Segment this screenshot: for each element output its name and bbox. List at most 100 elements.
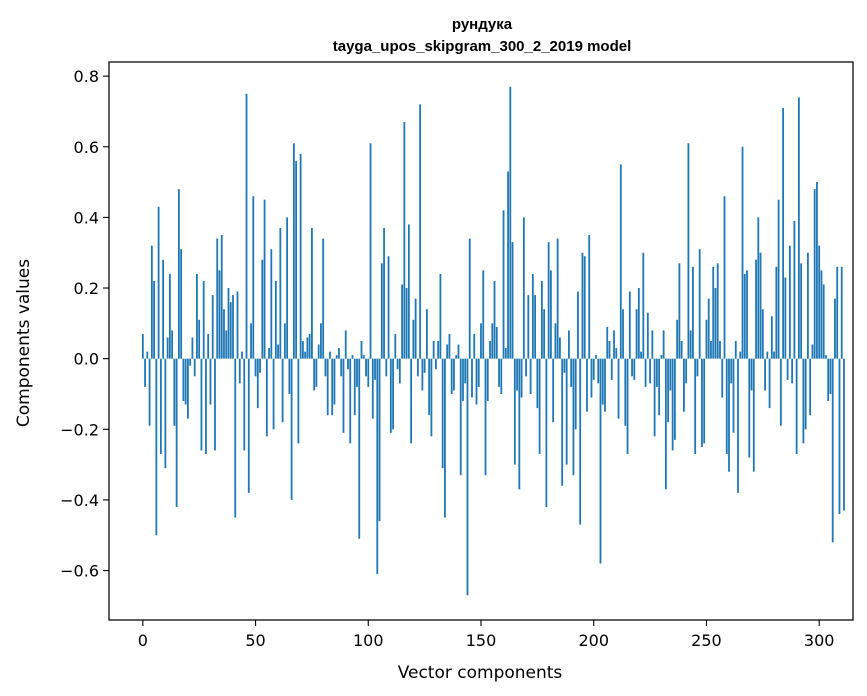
x-tick-label: 100 [353, 631, 384, 650]
bar-193 [577, 291, 579, 359]
bar-305 [829, 358, 832, 394]
bar-163 [509, 86, 512, 359]
bar-141 [459, 358, 462, 476]
bar-259 [725, 358, 728, 455]
bar-210 [615, 348, 618, 359]
bar-48 [250, 323, 252, 359]
bar-174 [534, 295, 537, 359]
bar-151 [482, 270, 485, 359]
bar-161 [504, 348, 507, 359]
bar-139 [455, 355, 458, 359]
bar-211 [617, 358, 620, 419]
bar-104 [376, 358, 379, 575]
bar-194 [579, 358, 582, 525]
bar-187 [563, 358, 566, 373]
bar-95 [356, 358, 358, 387]
bar-159 [500, 358, 503, 394]
bar-258 [723, 196, 726, 359]
bar-40 [232, 295, 234, 359]
bar-265 [739, 351, 742, 359]
bar-94 [353, 358, 356, 416]
bar-34 [218, 270, 221, 359]
bar-239 [680, 341, 683, 359]
bar-116 [403, 122, 406, 359]
bar-309 [838, 358, 841, 515]
bar-8 [159, 358, 162, 455]
y-axis-label: Components values [14, 259, 34, 427]
bar-157 [495, 326, 498, 359]
bar-167 [518, 358, 521, 490]
bar-79 [320, 323, 322, 359]
bar-205 [604, 358, 606, 412]
bar-243 [689, 330, 692, 359]
bar-101 [369, 143, 372, 359]
bar-299 [816, 182, 818, 359]
bar-107 [383, 227, 385, 359]
bar-178 [543, 309, 546, 359]
bar-55 [265, 358, 268, 437]
bar-70 [299, 153, 302, 359]
bar-98 [362, 355, 365, 359]
bar-181 [549, 270, 552, 359]
bar-33 [216, 238, 219, 359]
bar-173 [531, 273, 534, 359]
bar-204 [601, 358, 604, 405]
bar-136 [448, 333, 451, 359]
bar-12 [168, 273, 171, 359]
bar-120 [412, 319, 415, 359]
bar-185 [559, 337, 561, 359]
bar-61 [279, 227, 282, 359]
bar-35 [220, 235, 223, 359]
bar-110 [389, 358, 392, 433]
bar-115 [401, 284, 403, 359]
bar-240 [683, 358, 685, 412]
bar-233 [667, 358, 670, 423]
bar-270 [750, 358, 753, 391]
bar-80 [322, 238, 325, 359]
bar-296 [809, 358, 812, 416]
bar-262 [732, 358, 735, 433]
bar-130 [435, 358, 437, 370]
bar-295 [807, 252, 809, 359]
bar-224 [646, 312, 649, 359]
bar-269 [748, 358, 751, 458]
bar-275 [761, 309, 764, 359]
bar-268 [746, 270, 748, 359]
bar-6 [155, 358, 158, 536]
bar-13 [171, 330, 174, 359]
bar-282 [777, 199, 780, 359]
bar-74 [308, 333, 311, 359]
bar-146 [471, 358, 473, 398]
bar-144 [466, 358, 469, 596]
bar-92 [349, 358, 352, 444]
bar-291 [797, 97, 800, 359]
bar-229 [658, 358, 661, 416]
bar-64 [286, 217, 289, 359]
x-tick-label: 200 [578, 631, 609, 650]
bar-63 [283, 323, 286, 359]
bar-62 [281, 358, 284, 423]
bar-108 [385, 358, 388, 377]
bar-225 [649, 358, 651, 384]
bar-118 [407, 224, 410, 359]
bar-179 [545, 358, 548, 507]
bar-222 [642, 252, 645, 359]
bar-298 [813, 189, 816, 359]
bar-160 [502, 210, 505, 359]
bar-294 [804, 358, 807, 430]
x-tick-label: 50 [245, 631, 265, 650]
y-tick-label: 0.4 [74, 208, 99, 227]
bar-102 [371, 358, 374, 419]
bar-232 [664, 358, 667, 490]
bar-184 [556, 238, 559, 359]
bar-77 [315, 358, 318, 387]
bar-226 [651, 330, 654, 359]
bar-219 [635, 309, 638, 359]
bar-175 [536, 358, 539, 409]
bar-244 [692, 266, 694, 359]
bar-142 [462, 358, 464, 402]
bar-14 [173, 358, 176, 426]
bar-277 [766, 351, 769, 359]
bar-1 [144, 358, 146, 387]
y-tick-label: −0.4 [60, 491, 99, 510]
